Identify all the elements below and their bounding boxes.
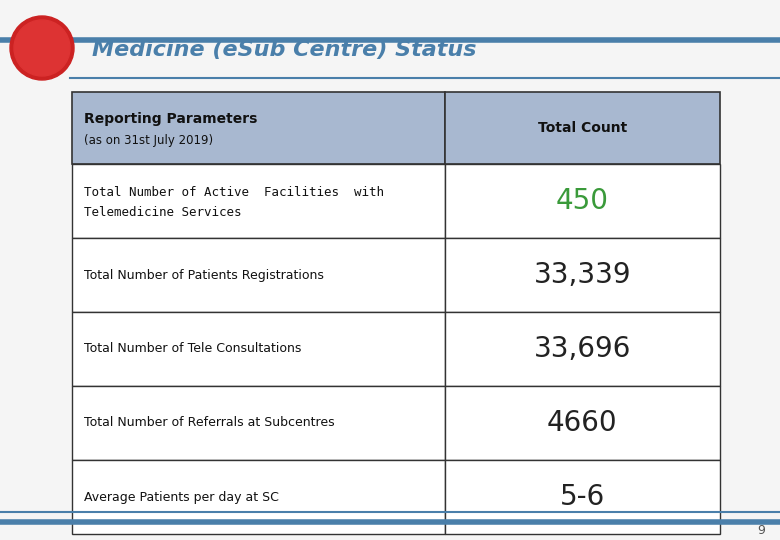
Bar xyxy=(445,164,720,238)
Bar xyxy=(445,92,720,164)
Text: (as on 31st July 2019): (as on 31st July 2019) xyxy=(84,134,213,147)
Circle shape xyxy=(10,16,74,80)
Bar xyxy=(72,92,445,164)
Text: Total Number of Patients Registrations: Total Number of Patients Registrations xyxy=(84,268,324,281)
Text: Total Count: Total Count xyxy=(537,121,627,135)
Text: Reporting Parameters: Reporting Parameters xyxy=(84,112,257,126)
Text: 33,696: 33,696 xyxy=(534,335,631,363)
Text: 4660: 4660 xyxy=(547,409,618,437)
Bar xyxy=(72,312,445,386)
Bar xyxy=(445,386,720,460)
Text: Medicine (eSub Centre) Status: Medicine (eSub Centre) Status xyxy=(92,40,477,60)
Bar xyxy=(445,460,720,534)
Text: Telemedicine Services: Telemedicine Services xyxy=(84,206,242,219)
Bar xyxy=(72,460,445,534)
Text: 5-6: 5-6 xyxy=(560,483,605,511)
Text: Total Number of Active  Facilities  with: Total Number of Active Facilities with xyxy=(84,186,384,199)
Circle shape xyxy=(14,20,70,76)
Text: Total Number of Tele Consultations: Total Number of Tele Consultations xyxy=(84,342,301,355)
Text: Average Patients per day at SC: Average Patients per day at SC xyxy=(84,490,279,503)
Text: 33,339: 33,339 xyxy=(534,261,631,289)
Bar xyxy=(72,386,445,460)
Bar xyxy=(72,164,445,238)
Bar xyxy=(445,312,720,386)
Text: 450: 450 xyxy=(556,187,609,215)
Text: 9: 9 xyxy=(757,523,765,537)
Bar xyxy=(72,238,445,312)
Bar xyxy=(445,238,720,312)
Text: Total Number of Referrals at Subcentres: Total Number of Referrals at Subcentres xyxy=(84,416,335,429)
